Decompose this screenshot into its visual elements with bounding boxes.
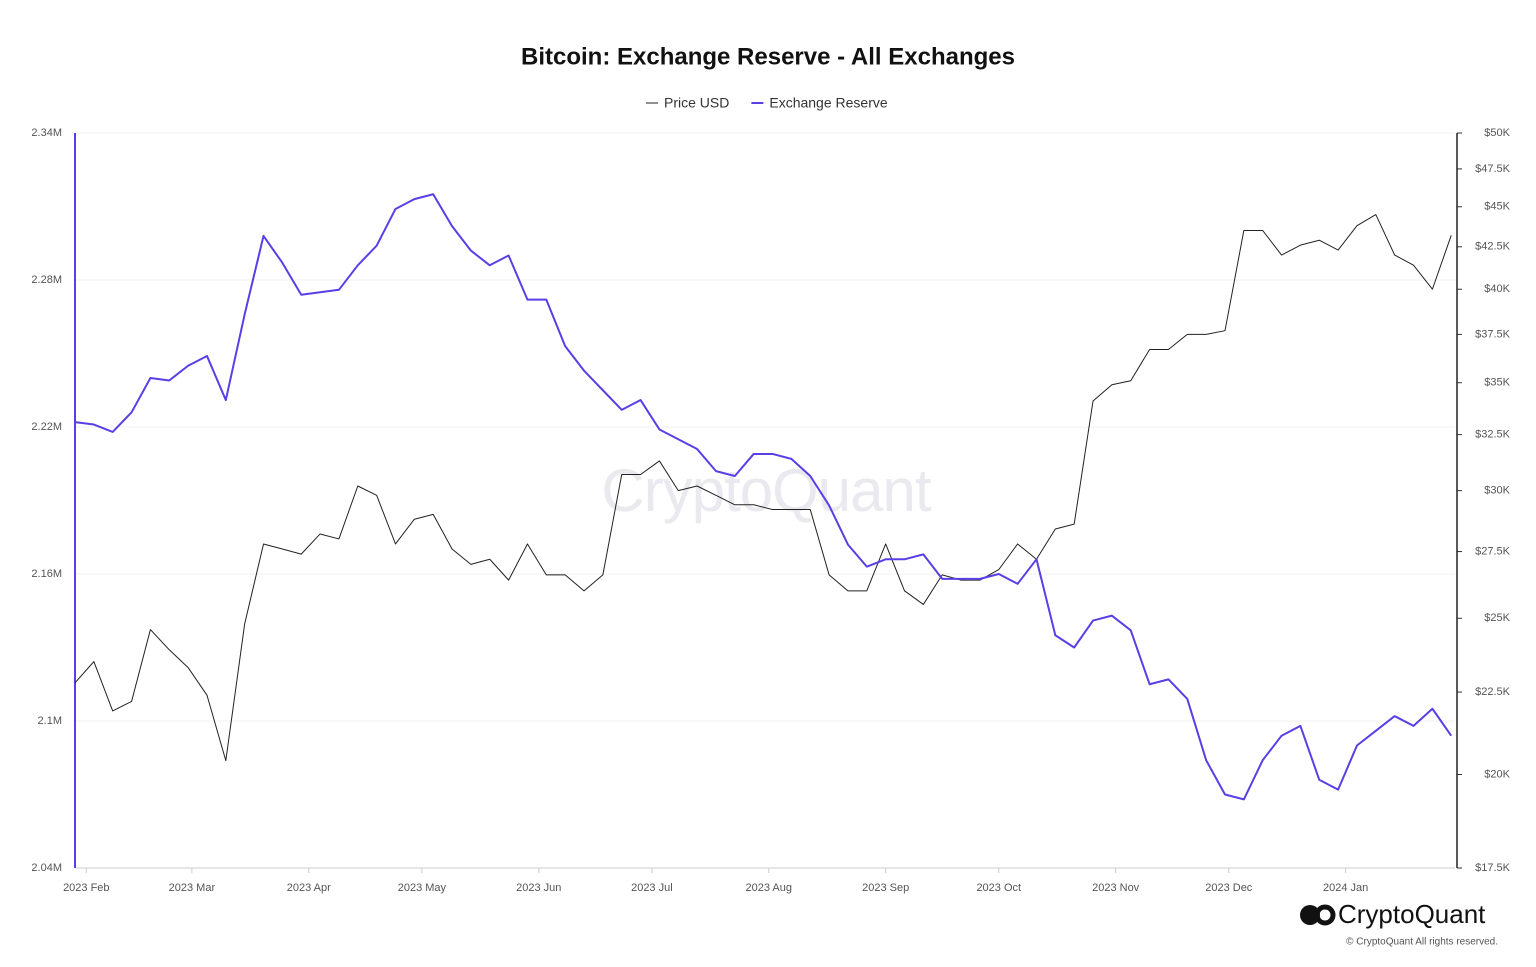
y-tick-label: 2.04M	[31, 862, 62, 874]
brand-logo	[1300, 904, 1336, 926]
y-tick-label: 2.34M	[31, 127, 62, 139]
watermark: CryptoQuant	[601, 457, 931, 524]
y2-tick-label: $22.5K	[1475, 686, 1511, 698]
x-tick-label: 2023 Sep	[862, 882, 909, 894]
y2-tick-label: $35K	[1484, 377, 1510, 389]
x-tick-label: 2023 Oct	[976, 882, 1021, 894]
y2-tick-label: $17.5K	[1475, 862, 1511, 874]
y2-tick-label: $27.5K	[1475, 545, 1511, 557]
x-tick-label: 2023 Feb	[63, 882, 109, 894]
y-tick-label: 2.16M	[31, 568, 62, 580]
y-tick-label: 2.22M	[31, 421, 62, 433]
brand: CryptoQuant	[1338, 899, 1486, 929]
x-tick-label: 2023 Jun	[516, 882, 561, 894]
series-line	[74, 193, 1453, 801]
x-tick-label: 2023 Dec	[1205, 882, 1253, 894]
y2-tick-label: $47.5K	[1475, 163, 1511, 175]
y2-tick-label: $32.5K	[1475, 429, 1511, 441]
y2-tick-label: $45K	[1484, 201, 1510, 213]
legend-label: Price USD	[664, 95, 729, 111]
x-tick-label: 2023 Aug	[746, 882, 793, 894]
legend-label: Exchange Reserve	[769, 95, 888, 111]
y2-tick-label: $20K	[1484, 768, 1510, 780]
y2-tick-label: $42.5K	[1475, 241, 1511, 253]
y2-tick-label: $37.5K	[1475, 328, 1511, 340]
y-tick-label: 2.28M	[31, 274, 62, 286]
y2-tick-label: $30K	[1484, 485, 1510, 497]
y2-tick-label: $50K	[1484, 127, 1510, 139]
x-tick-label: 2023 May	[398, 882, 447, 894]
x-tick-label: 2023 Nov	[1092, 882, 1140, 894]
copyright: © CryptoQuant All rights reserved.	[1346, 937, 1498, 948]
series-line	[74, 214, 1452, 762]
x-tick-label: 2023 Mar	[169, 882, 216, 894]
y2-tick-label: $40K	[1484, 283, 1510, 295]
chart-title: Bitcoin: Exchange Reserve - All Exchange…	[521, 43, 1015, 70]
y2-tick-label: $25K	[1484, 612, 1510, 624]
y-tick-label: 2.1M	[38, 715, 62, 727]
x-tick-label: 2024 Jan	[1323, 882, 1368, 894]
x-tick-label: 2023 Jul	[631, 882, 673, 894]
x-tick-label: 2023 Apr	[287, 882, 331, 894]
